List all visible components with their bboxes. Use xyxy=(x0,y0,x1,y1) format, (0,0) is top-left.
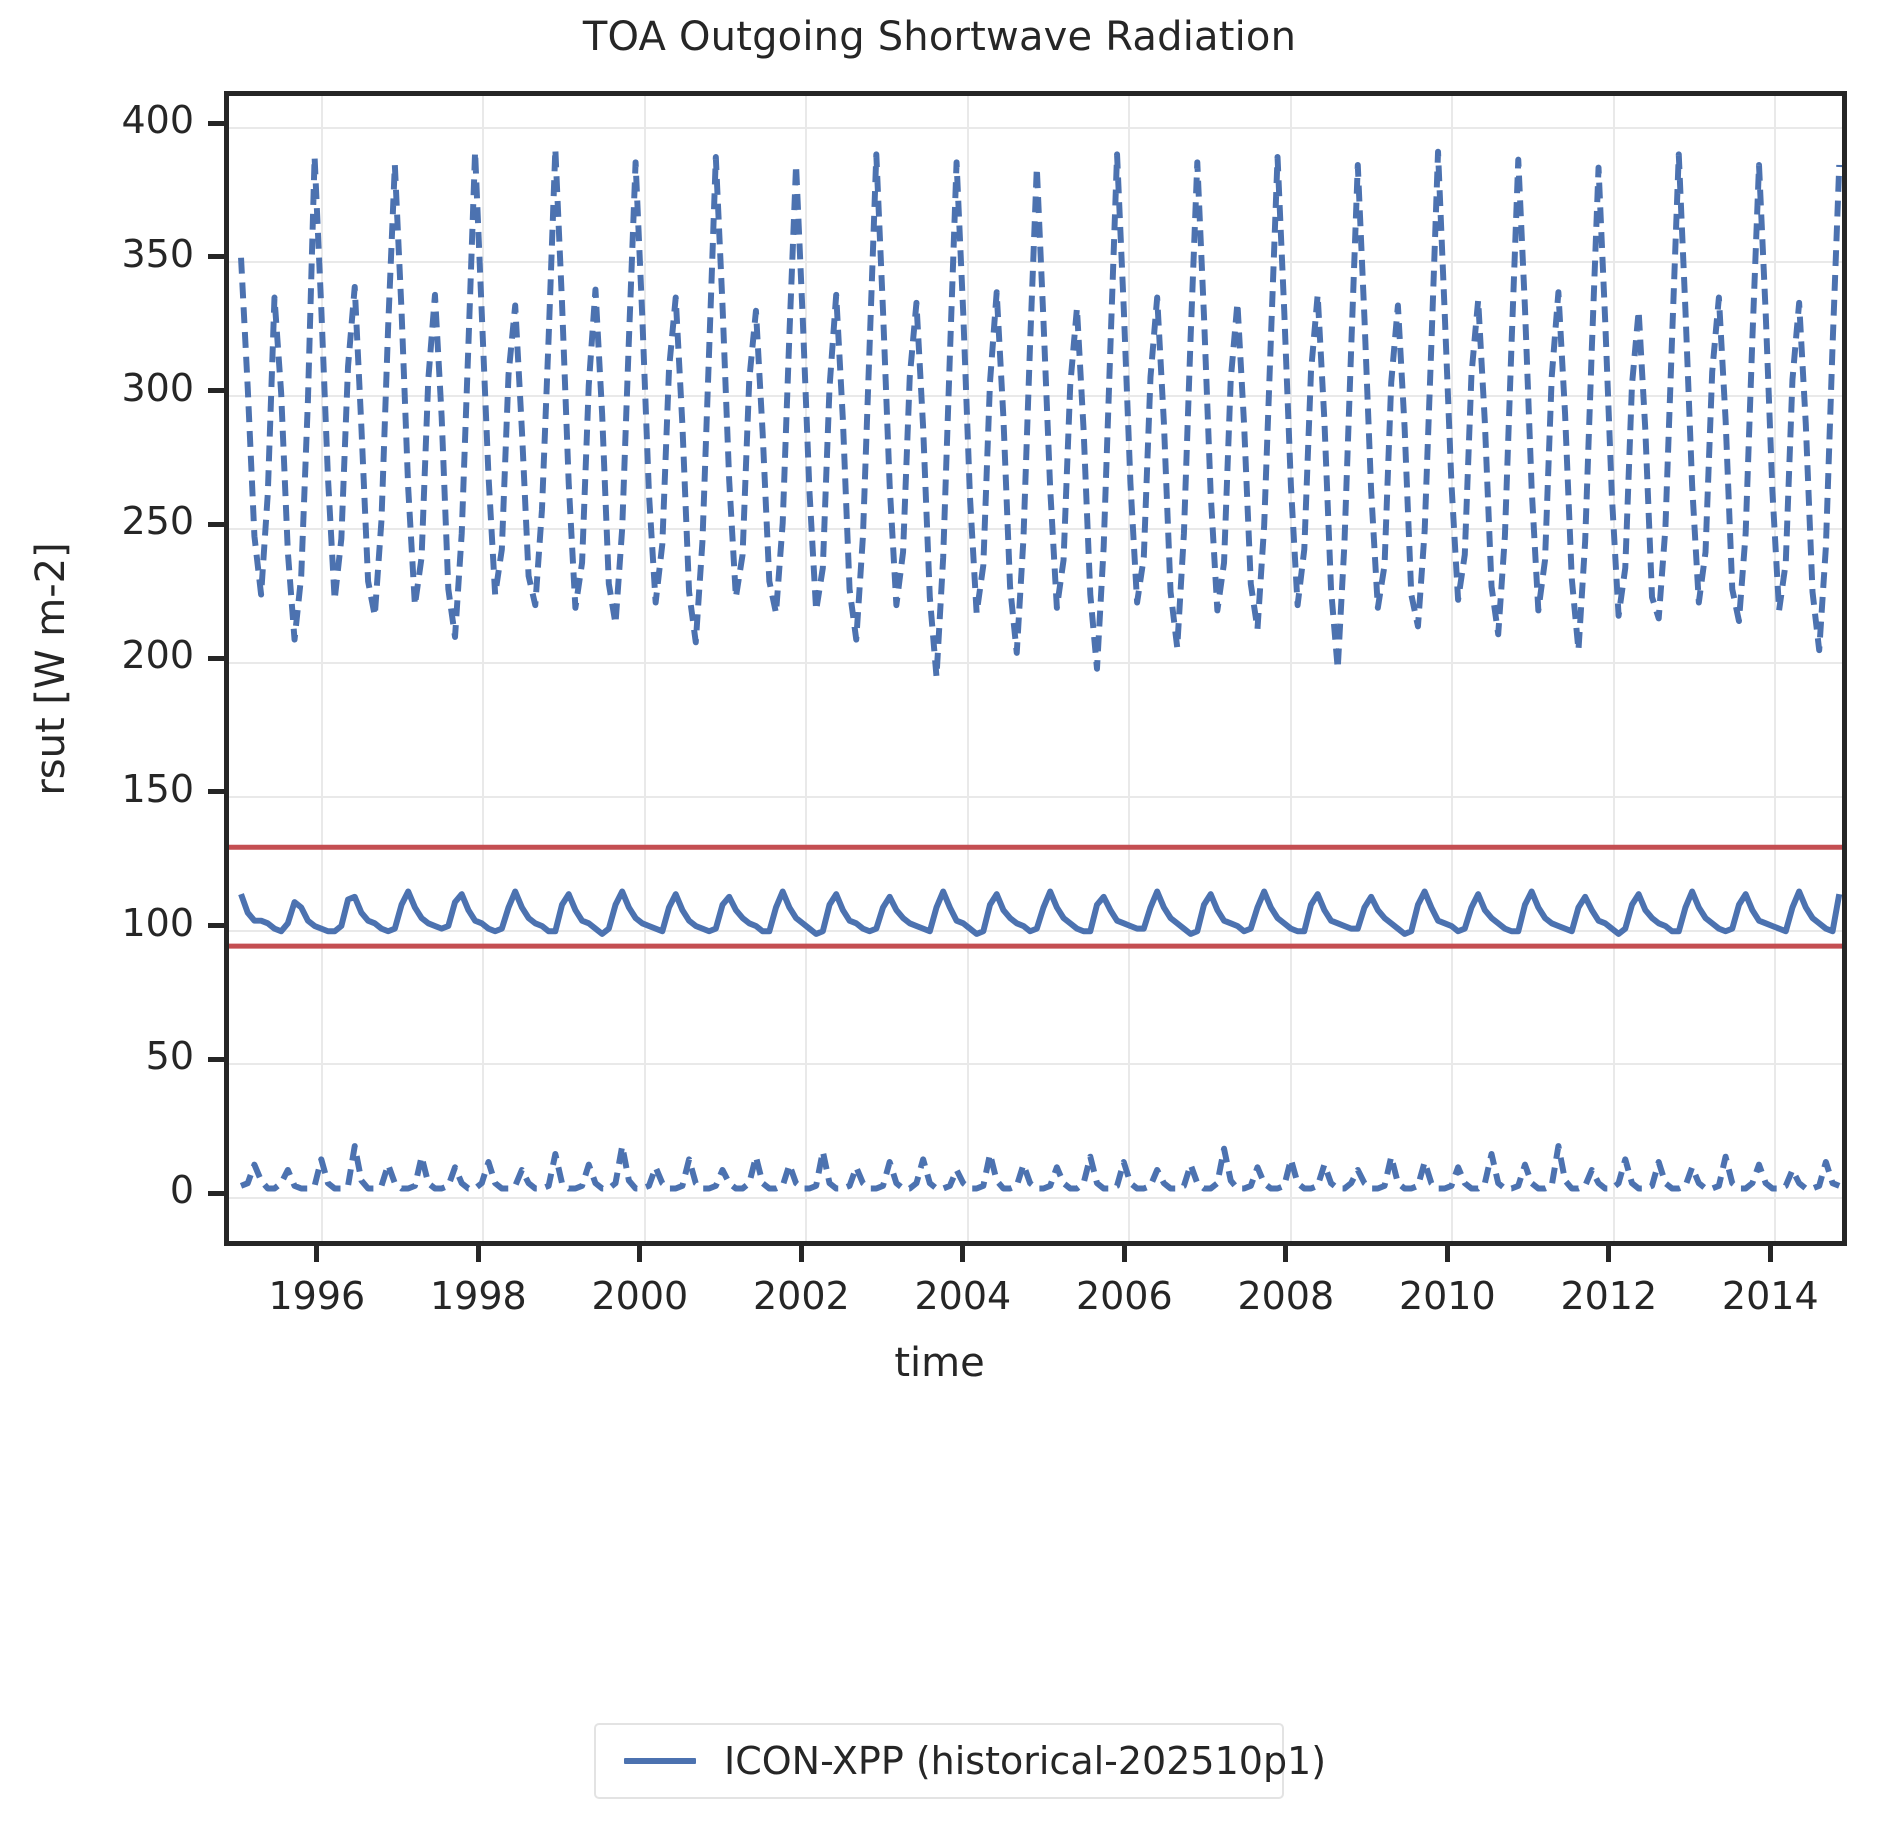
x-tick-label: 2008 xyxy=(1237,1274,1335,1318)
gridline-vertical xyxy=(805,96,808,1241)
y-tick-mark xyxy=(208,388,224,394)
series-upper-dashed-band xyxy=(238,146,1842,680)
x-tick-label: 2010 xyxy=(1398,1274,1496,1318)
x-tick-label: 2006 xyxy=(1075,1274,1173,1318)
y-tick-label: 400 xyxy=(121,98,194,143)
gridline-vertical xyxy=(966,96,969,1241)
gridline-vertical xyxy=(1451,96,1454,1241)
y-tick-label: 250 xyxy=(121,499,194,544)
y-tick-mark xyxy=(208,521,224,527)
x-tick-label: 2000 xyxy=(591,1274,689,1318)
gridline-vertical xyxy=(320,96,323,1241)
y-tick-label: 200 xyxy=(121,633,194,678)
x-tick-mark xyxy=(1444,1246,1450,1262)
series-lower-dashed-baseline xyxy=(239,1143,1841,1192)
chart-title: TOA Outgoing Shortwave Radiation xyxy=(582,14,1297,60)
x-tick-mark xyxy=(1606,1246,1612,1262)
y-tick-mark xyxy=(208,789,224,795)
series-layer xyxy=(229,146,1842,1192)
y-axis-label: rsut [W m-2] xyxy=(28,541,74,796)
series-middle-solid-line xyxy=(238,888,1842,937)
gridline-horizontal xyxy=(229,795,1842,798)
x-tick-label: 2004 xyxy=(914,1274,1012,1318)
y-tick-mark xyxy=(208,655,224,661)
plot-inner xyxy=(229,96,1842,1241)
x-tick-mark xyxy=(960,1246,966,1262)
gridline-horizontal xyxy=(229,127,1842,130)
gridline-horizontal xyxy=(229,1197,1842,1200)
x-tick-mark xyxy=(1283,1246,1289,1262)
gridline-vertical xyxy=(482,96,485,1241)
legend-swatch-icon xyxy=(624,1758,696,1764)
y-tick-mark xyxy=(208,254,224,260)
y-tick-mark xyxy=(208,923,224,929)
x-tick-mark xyxy=(1121,1246,1127,1262)
y-tick-label: 150 xyxy=(121,766,194,811)
plot-area[interactable] xyxy=(224,91,1847,1246)
gridline-horizontal xyxy=(229,394,1842,397)
gridline-vertical xyxy=(1612,96,1615,1241)
x-tick-label: 1996 xyxy=(268,1274,366,1318)
y-tick-label: 300 xyxy=(121,365,194,410)
x-tick-label: 2012 xyxy=(1560,1274,1658,1318)
x-tick-mark xyxy=(798,1246,804,1262)
gridline-vertical xyxy=(1774,96,1777,1241)
y-tick-mark xyxy=(208,120,224,126)
gridline-horizontal xyxy=(229,662,1842,665)
gridline-vertical xyxy=(643,96,646,1241)
y-tick-label: 50 xyxy=(145,1034,194,1079)
gridline-horizontal xyxy=(229,1063,1842,1066)
y-tick-label: 0 xyxy=(169,1168,194,1213)
x-tick-label: 1998 xyxy=(429,1274,527,1318)
gridline-vertical xyxy=(1289,96,1292,1241)
y-tick-mark xyxy=(208,1190,224,1196)
legend[interactable]: ICON-XPP (historical-202510p1) xyxy=(594,1723,1326,1799)
y-tick-mark xyxy=(208,1056,224,1062)
gridline-horizontal xyxy=(229,528,1842,531)
y-tick-label: 350 xyxy=(121,231,194,276)
x-axis-label: time xyxy=(894,1340,985,1386)
gridline-vertical xyxy=(1128,96,1131,1241)
legend-label: ICON-XPP (historical-202510p1) xyxy=(724,1739,1327,1783)
y-tick-label: 100 xyxy=(121,900,194,945)
x-tick-mark xyxy=(637,1246,643,1262)
x-tick-label: 2002 xyxy=(752,1274,850,1318)
x-tick-mark xyxy=(475,1246,481,1262)
x-tick-mark xyxy=(1767,1246,1773,1262)
x-tick-mark xyxy=(314,1246,320,1262)
x-tick-label: 2014 xyxy=(1721,1274,1819,1318)
